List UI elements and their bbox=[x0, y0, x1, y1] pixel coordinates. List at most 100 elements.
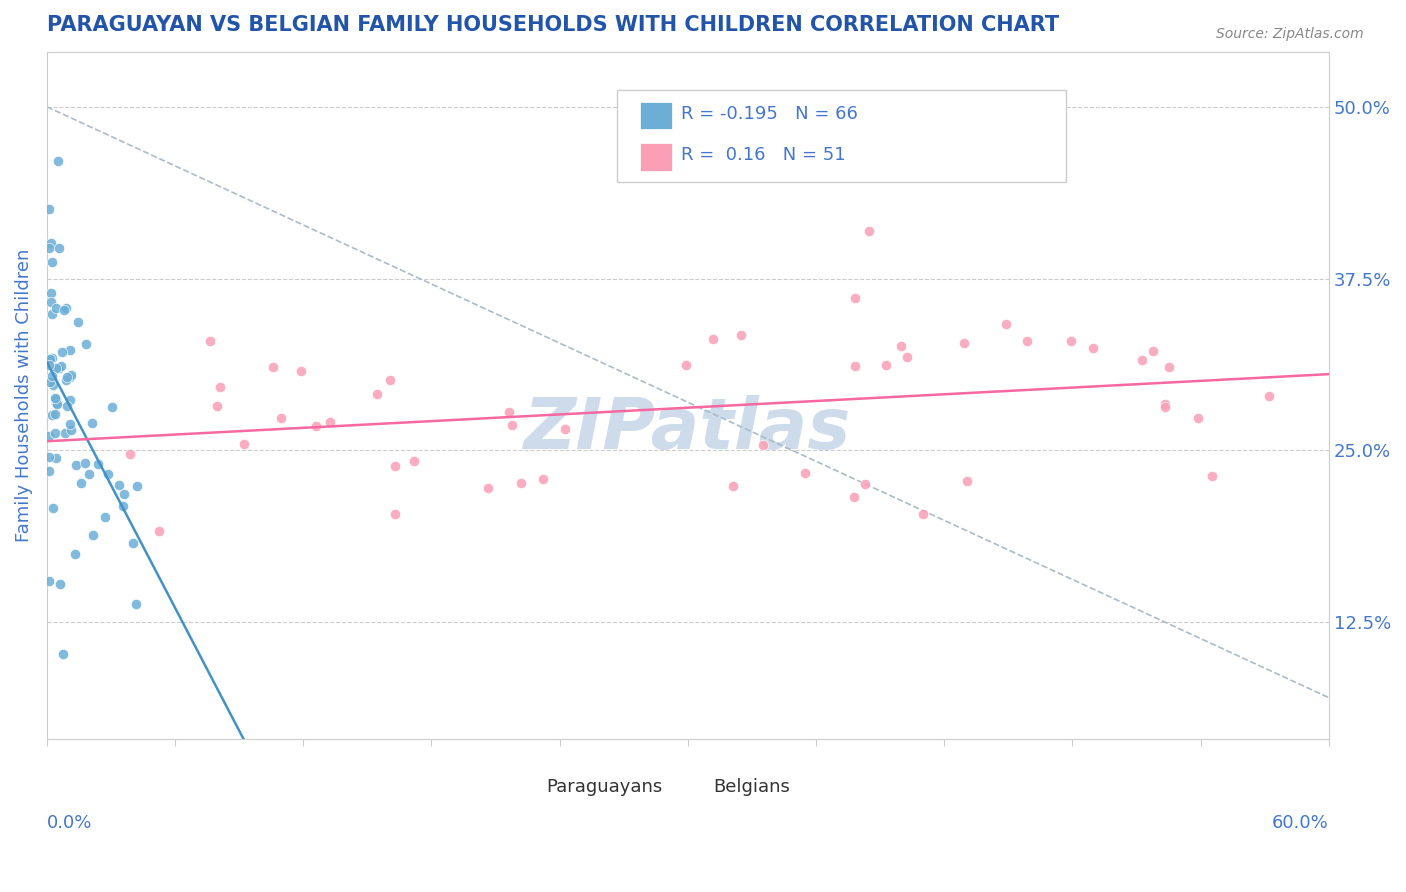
Point bbox=[125, 597, 148, 611]
Point bbox=[39, 295, 62, 310]
Point bbox=[82, 416, 104, 430]
Point bbox=[1201, 468, 1223, 483]
Point bbox=[93, 509, 115, 524]
Point bbox=[38, 202, 60, 216]
Point bbox=[122, 536, 145, 550]
Point bbox=[48, 241, 70, 255]
Point bbox=[46, 154, 69, 169]
Point bbox=[994, 317, 1017, 331]
Point bbox=[1017, 334, 1039, 348]
Point bbox=[911, 507, 934, 521]
Point bbox=[305, 419, 328, 434]
Point bbox=[120, 447, 142, 461]
Point bbox=[1060, 334, 1083, 349]
Point bbox=[501, 417, 523, 432]
Point bbox=[1154, 397, 1177, 411]
Point bbox=[1142, 344, 1164, 359]
Point bbox=[41, 369, 63, 384]
Point bbox=[1187, 411, 1209, 425]
Point bbox=[38, 429, 60, 443]
Point bbox=[39, 375, 62, 389]
Text: R = -0.195   N = 66: R = -0.195 N = 66 bbox=[682, 104, 858, 123]
Point bbox=[69, 476, 91, 491]
Point bbox=[262, 359, 284, 374]
Point bbox=[1258, 389, 1281, 403]
Point bbox=[205, 399, 228, 413]
Point bbox=[65, 458, 87, 473]
Point bbox=[1154, 401, 1177, 415]
Point bbox=[531, 471, 554, 485]
Point bbox=[209, 379, 232, 393]
Point bbox=[876, 358, 898, 372]
Point bbox=[842, 490, 865, 504]
Point bbox=[956, 475, 979, 489]
Point bbox=[384, 458, 406, 473]
Bar bbox=[579, 774, 607, 799]
Point bbox=[554, 422, 576, 436]
Point bbox=[51, 647, 73, 661]
Point bbox=[56, 399, 79, 413]
Point bbox=[384, 508, 406, 522]
Point bbox=[723, 478, 745, 492]
Point bbox=[55, 426, 77, 441]
Point bbox=[44, 425, 66, 440]
Point bbox=[45, 450, 67, 465]
Point bbox=[45, 392, 67, 407]
Point bbox=[404, 454, 426, 468]
Point bbox=[148, 524, 170, 538]
Point bbox=[38, 464, 60, 478]
Point bbox=[233, 437, 256, 451]
Text: R =  0.16   N = 51: R = 0.16 N = 51 bbox=[682, 146, 846, 164]
Point bbox=[59, 392, 82, 407]
Point bbox=[510, 476, 533, 491]
Point bbox=[45, 301, 67, 316]
Point bbox=[1081, 341, 1104, 355]
Point bbox=[63, 547, 86, 561]
Text: Belgians: Belgians bbox=[713, 778, 790, 796]
Point bbox=[51, 344, 73, 359]
Text: 60.0%: 60.0% bbox=[1272, 814, 1329, 832]
Point bbox=[38, 358, 60, 372]
Point bbox=[896, 350, 918, 364]
Text: ZIPatlas: ZIPatlas bbox=[524, 395, 852, 464]
Point bbox=[41, 255, 63, 269]
Point bbox=[290, 364, 312, 378]
Point bbox=[112, 487, 135, 501]
Point bbox=[75, 456, 97, 470]
Point bbox=[855, 477, 877, 491]
Point bbox=[87, 457, 110, 471]
Point bbox=[101, 401, 124, 415]
Point bbox=[366, 387, 388, 401]
Point bbox=[45, 396, 67, 410]
Point bbox=[41, 408, 63, 422]
Point bbox=[77, 467, 100, 481]
Point bbox=[675, 358, 697, 372]
Point bbox=[858, 224, 880, 238]
Bar bbox=[699, 774, 727, 799]
Point bbox=[107, 478, 129, 492]
Point bbox=[198, 334, 221, 348]
Point bbox=[51, 359, 73, 373]
Point bbox=[48, 576, 70, 591]
Point bbox=[41, 351, 63, 365]
Point bbox=[75, 337, 97, 351]
Point bbox=[477, 481, 499, 495]
Point bbox=[97, 467, 120, 482]
Bar bbox=[640, 102, 672, 129]
Text: Paraguayans: Paraguayans bbox=[546, 778, 662, 796]
Point bbox=[42, 501, 65, 516]
Point bbox=[41, 377, 63, 392]
Point bbox=[45, 361, 67, 376]
Point bbox=[60, 368, 83, 382]
Point bbox=[890, 338, 912, 352]
Point bbox=[59, 370, 82, 384]
Point bbox=[1157, 360, 1180, 375]
Point bbox=[38, 351, 60, 366]
Point bbox=[730, 327, 752, 342]
Text: 0.0%: 0.0% bbox=[46, 814, 93, 832]
Point bbox=[319, 416, 342, 430]
Point bbox=[44, 407, 66, 421]
Point bbox=[125, 479, 148, 493]
Point bbox=[46, 397, 69, 411]
Point bbox=[953, 336, 976, 351]
